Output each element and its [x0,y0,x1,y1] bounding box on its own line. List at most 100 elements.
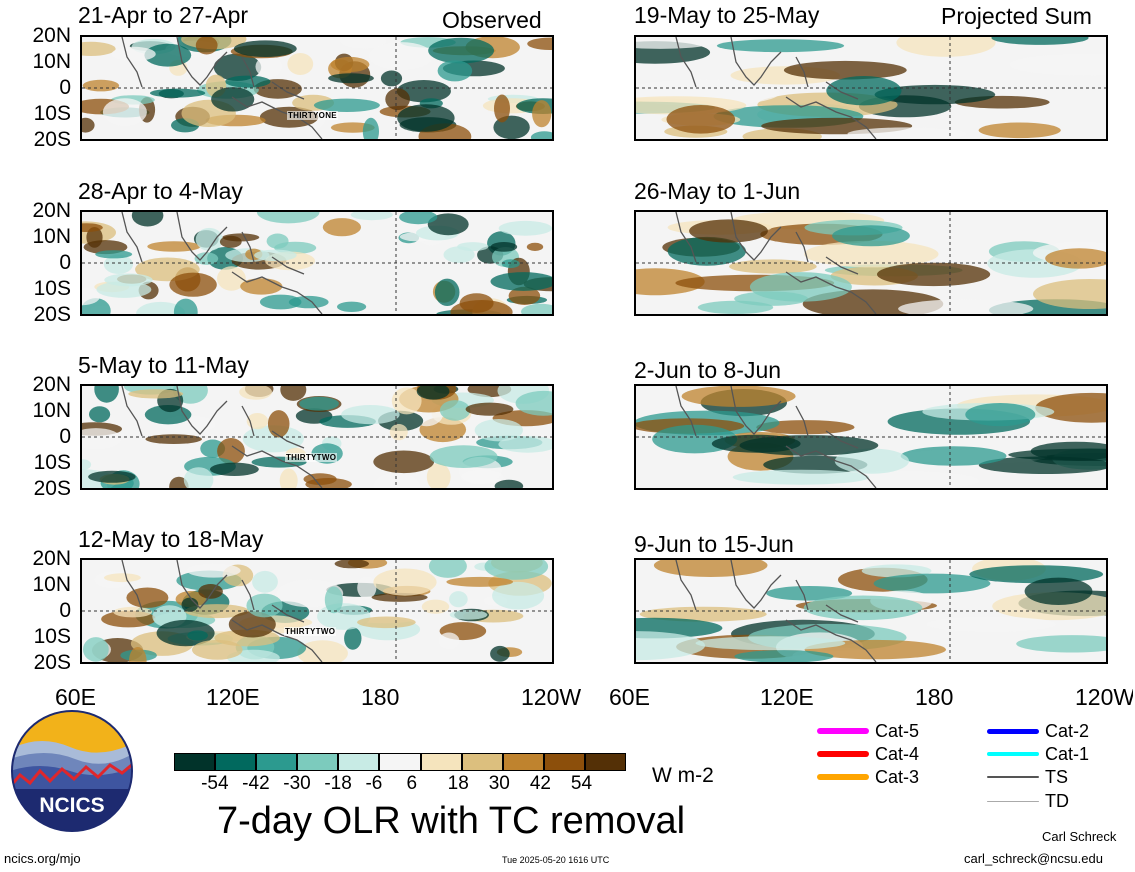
colorbar [174,753,626,771]
panel-tag-projected: Projected Sum [941,3,1092,29]
olr-anomaly-blob [344,627,362,650]
olr-anomaly-blob [95,250,133,259]
olr-anomaly-blob [978,456,1106,474]
olr-anomaly-blob [437,60,473,82]
tc-legend-label-cat-5: Cat-5 [875,721,920,741]
olr-anomaly-blob [460,469,504,485]
olr-anomaly-blob [373,450,435,474]
colorbar-swatch [584,753,626,771]
colorbar-swatch [420,753,462,771]
olr-anomaly-blob [192,639,243,660]
panel-title-4: 26-May to 1-Jun [634,178,801,204]
olr-anomaly-blob [240,278,283,295]
olr-anomaly-blob [896,37,996,57]
colorbar-tick-label: 54 [570,773,593,794]
olr-anomaly-blob [82,287,100,306]
tc-legend-label-cat-1: Cat-1 [1045,744,1090,764]
olr-anomaly-blob [89,406,111,423]
olr-anomaly-blob [396,80,451,103]
colorbar-tick-label: 18 [447,773,469,794]
lat-label-20s-row2: 20S [33,303,71,326]
olr-anomaly-blob [339,37,387,49]
coastline [675,37,877,139]
olr-anomaly-blob [1045,248,1106,269]
olr-anomaly-blob [144,405,192,425]
colorbar-unit: W m-2 [652,764,714,787]
olr-anomaly-blob [322,218,361,237]
lon-label-60e-left: 60E [55,684,96,710]
colorbar-swatch [215,753,257,771]
olr-anomaly-blob [898,299,1034,314]
lat-label-0-row4: 0 [59,599,71,622]
olr-anomaly-blob [498,220,552,236]
olr-anomaly-blob [94,386,119,403]
olr-anomaly-blob [126,587,169,608]
olr-anomaly-blob [169,272,217,297]
olr-anomaly-blob [1009,53,1106,76]
olr-anomaly-blob [991,37,1089,45]
olr-anomaly-blob [267,410,290,438]
tc-legend-label-cat-3: Cat-3 [875,767,920,787]
tc-legend-line-td [987,800,1039,802]
olr-anomaly-blob [438,632,460,650]
panel-title-6: 2-Jun to 8-Jun [634,357,782,383]
olr-anomaly-blob [873,573,991,594]
coastline [675,560,877,662]
olr-anomaly-blob [1016,635,1106,653]
olr-anomaly-blob [187,630,208,641]
map-panel-3 [80,210,554,316]
olr-anomaly-blob [217,438,245,465]
olr-anomaly-blob [194,252,219,265]
tc-legend-label-cat-4: Cat-4 [875,744,920,764]
ncics-logo: NCICS [11,710,133,832]
olr-anomaly-blob [136,301,186,314]
olr-anomaly-blob [732,469,870,485]
olr-anomaly-blob [357,616,416,629]
olr-anomaly-blob [131,212,164,227]
panel-tag-observed: Observed [442,7,542,33]
footer-email[interactable]: carl_schreck@ncsu.edu [964,851,1103,866]
olr-anomaly-blob [783,60,907,80]
olr-anomaly-blob [1024,577,1093,605]
main-title: 7-day OLR with TC removal [217,800,686,842]
panel-title-1: 21-Apr to 27-Apr [78,2,249,28]
lat-label-20s-row4: 20S [33,651,71,674]
tc-legend-label-ts: TS [1045,767,1069,787]
olr-anomaly-blob [498,435,552,453]
olr-field-6 [636,386,1106,488]
logo-text: NCICS [39,794,104,817]
olr-anomaly-blob [530,131,552,139]
olr-anomaly-blob [826,76,902,106]
colorbar-tick-label: -18 [324,773,352,794]
olr-anomaly-blob [341,405,400,425]
olr-anomaly-blob [515,390,552,416]
olr-anomaly-blob [252,570,278,593]
olr-anomaly-blob [228,611,276,638]
olr-anomaly-blob [428,560,467,578]
olr-anomaly-blob [527,37,552,50]
olr-anomaly-blob [88,470,136,483]
olr-field-4 [636,212,1106,314]
lat-label-20n-row3: 20N [32,373,71,396]
olr-anomaly-blob [195,227,223,251]
olr-anomaly-blob [492,581,545,610]
lon-label-120e-right: 120E [760,684,814,710]
olr-anomaly-blob [362,117,379,139]
footer-link[interactable]: ncics.org/mjo [4,851,81,866]
olr-anomaly-blob [667,236,746,266]
olr-anomaly-blob [449,610,488,620]
olr-anomaly-blob [169,476,189,488]
colorbar-tick-label: -6 [365,773,383,794]
olr-anomaly-blob [211,87,255,112]
olr-anomaly-blob [147,241,201,252]
olr-anomaly-blob [210,462,259,476]
olr-anomaly-blob [173,298,198,314]
map-panel-5: THIRTYTWO [80,384,554,490]
tc-legend-line-cat-4 [817,751,869,757]
olr-anomaly-blob [145,434,202,444]
colorbar-swatch [461,753,503,771]
lat-label-0-row1: 0 [59,76,71,99]
olr-field-2 [636,37,1106,139]
olr-anomaly-blob [337,301,367,312]
colorbar-tick-label: -42 [242,773,270,794]
